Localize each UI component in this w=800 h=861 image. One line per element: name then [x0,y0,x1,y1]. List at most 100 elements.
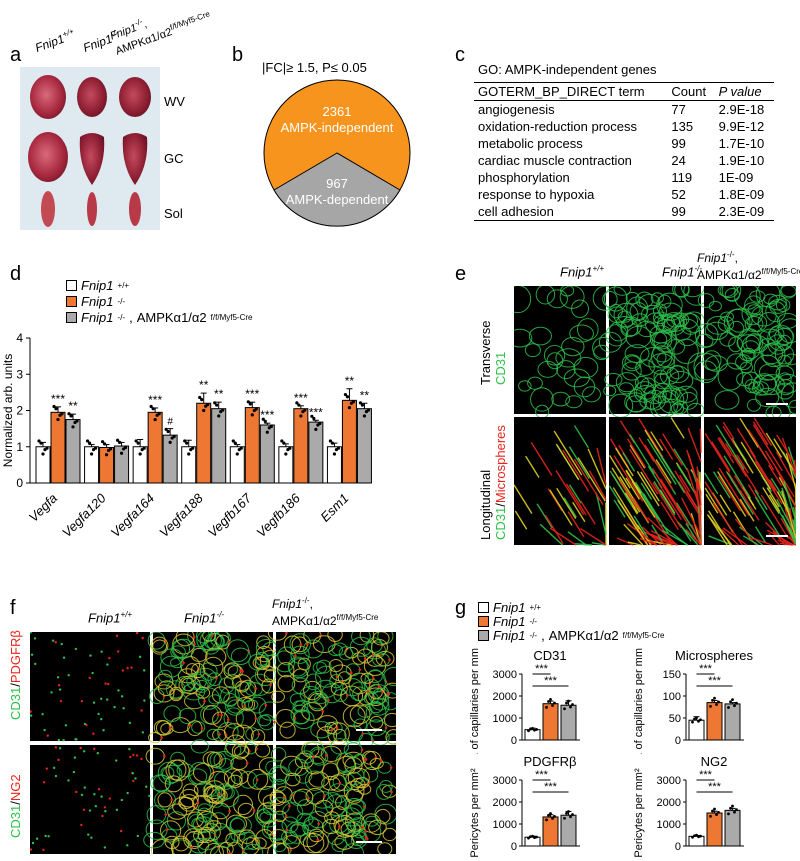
e-long-dko-vessel [704,472,719,495]
g-microspheres-y-tick-label: 150 [663,669,681,681]
f-ng2-wt-dot [30,848,33,851]
d-bar-wt [181,446,197,484]
e-long-ko-vessel [608,454,631,489]
e-row1-label: Transverse CD31 [478,320,508,385]
e-long-ko-vessel [653,480,676,516]
e-long-wt-vessel [555,443,580,480]
legend-swatch-wt [66,280,77,291]
g-cd31-point [547,700,550,703]
e-long-dko-vessel [718,437,732,457]
go-pvalue: 2.3E-09 [714,203,774,221]
e-long-dko-vessel [760,494,790,540]
go-pvalue: 2.9E-18 [718,102,765,117]
go-row: cell adhesion 99 2.3E-09 [474,203,774,221]
go-term: cardiac muscle contraction [478,153,632,168]
f-pdgfrb-ko-capillary [177,668,198,684]
chart-g-microspheres: Microspheres 0 50 100 150 No. of capillaries … [634,648,754,754]
muscle-gc-dko [122,133,148,185]
go-title: GO: AMPK-independent genes [478,62,657,77]
e-trans-ko-capillary [656,292,683,318]
f-pdgfrb-wt-dot [143,699,146,702]
go-term: phosphorylation [478,170,570,185]
f-ng2-wt-dot [58,747,62,750]
e-long-wt-vessel [549,527,577,546]
legend-d-ko: Fnip1 -/- [66,294,125,309]
d-bar-wt [35,446,51,484]
d-y-tick-label: 4 [16,331,23,345]
e-long-ko-vessel [615,447,634,477]
e-long-dko-vessel [739,417,759,448]
e-trans-wt-capillary [546,289,568,309]
e-trans-wt-capillary [524,343,541,358]
f-pdgfrb-ko-capillary [150,636,169,655]
g-pdgfrb-point [545,818,548,822]
d-bar-dko [211,408,227,484]
f-ng2-dko-pericyte [361,826,364,829]
e-long-wt-vessel [568,484,582,504]
f-pdgfrb-wt-dot [56,676,60,679]
f-ng2-wt-dot [148,794,151,798]
f-pdgfrb-ko-capillary [223,707,244,729]
e-trans-wt-capillary [569,324,594,343]
d-point [52,404,56,409]
f-pdgfrb-dko-pericyte [361,732,365,735]
f-ng2-dko [266,738,396,854]
d-sig-label: ** [214,387,224,401]
e-long-ko-vessel [632,496,650,523]
g-pdgfrb-sig-label: *** [535,769,549,781]
f-ng2-wt-dot [80,823,83,827]
g-microspheres-title: Microspheres [675,648,754,663]
e-long-wt-vessel [573,458,604,505]
f-pdgfrb-dko-capillary [316,726,338,745]
e-long-wt-vessel [555,470,585,516]
f-pdgfrb-ko-capillary [191,663,206,679]
d-point [202,408,206,413]
d-point [246,400,250,404]
d-bar-wt [278,446,294,484]
e-trans-ko-capillary [625,325,652,349]
f-ng2-wt-dot [31,841,35,845]
g-cd31-y-label: No. of capillaries per mm² [470,648,481,754]
f-ng2-dko-capillary [336,755,357,776]
d-bar-dko [114,445,130,484]
e-trans-ko-capillary [622,354,642,372]
go-term: angiogenesis [478,102,555,117]
e-trans-dko-capillary [759,374,785,395]
f-pdgfrb-ko-capillary [163,705,182,722]
f-ng2-wt-dot [80,793,84,797]
e-trans-dko-capillary [778,372,792,386]
f-pdgfrb-dko-pericyte [363,657,367,660]
e-long-ko-vessel [618,480,638,509]
f-ng2-ko-capillary [179,788,199,808]
e-trans-dko-capillary [736,334,761,353]
e-long-ko-vessel [673,448,688,471]
d-point [200,398,204,402]
f-pdgfrb-ko-pericyte [200,726,204,730]
f-pdgfrb-wt-dot [50,691,53,694]
e-long-ko-vessel [643,531,673,546]
g-ng2-point [699,834,702,838]
f-pdgfrb-ko-capillary [199,632,222,652]
e-long-wt-vessel [574,543,592,546]
g-cd31-point [563,707,566,711]
d-point [314,427,318,431]
f-ng2-wt-dot [54,746,58,749]
g-cd31-y-tick-label: 1000 [493,713,517,725]
go-count: 77 [671,102,686,117]
f-ng2-ko-capillary [247,768,269,790]
f-pdgfrb-ko-capillary [237,696,254,711]
g-pdgfrb-y-tick-label: 0 [511,841,517,853]
d-point [67,412,71,416]
e-trans-ko-capillary [598,331,622,353]
e-trans-dko-capillary [768,326,785,342]
f-ng2-ko-capillary [197,803,212,816]
e-long-ko-vessel [629,434,655,474]
d-point [151,407,155,411]
e-long-dko-vessel [781,514,796,546]
f-pdgfrb-ko-capillary [261,678,276,694]
d-point [265,430,269,434]
f-pdgfrb-ko-pericyte [215,676,218,680]
e-trans-wt [514,286,618,419]
f-ng2-dko-capillary [268,765,290,785]
